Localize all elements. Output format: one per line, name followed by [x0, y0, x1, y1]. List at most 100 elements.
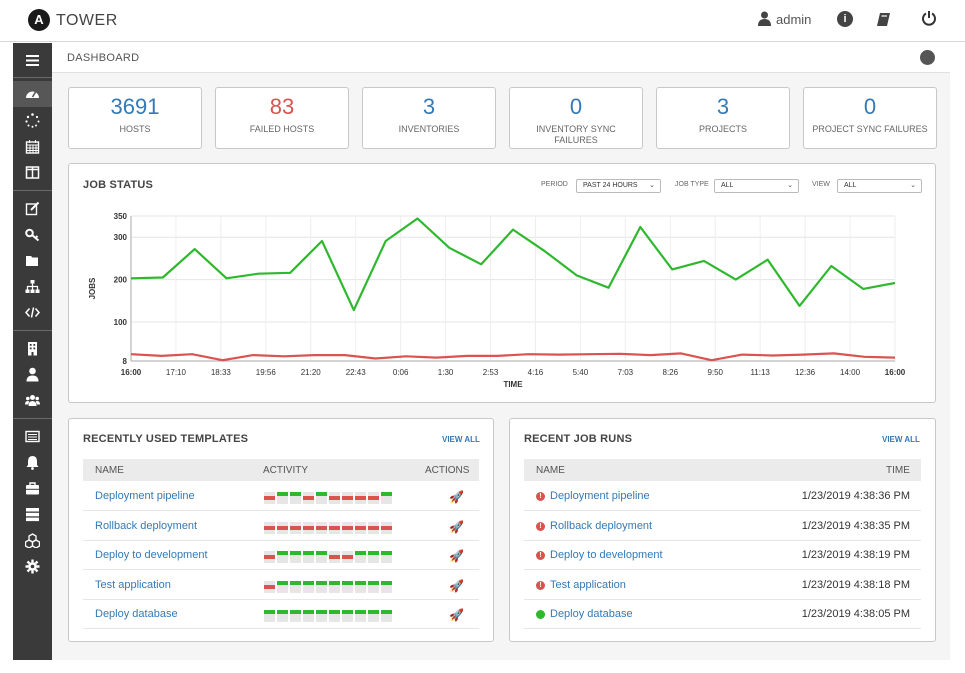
- launch-rocket-icon[interactable]: 🚀: [449, 608, 464, 622]
- job-success-marker[interactable]: [303, 551, 314, 563]
- sidebar-item-dashboard[interactable]: [13, 81, 52, 107]
- job-success-marker[interactable]: [277, 492, 288, 504]
- failed-status-icon[interactable]: !: [536, 521, 545, 531]
- sidebar-item-instance-groups[interactable]: [13, 501, 52, 527]
- sidebar-item-inventories[interactable]: [13, 273, 52, 299]
- template-name-link[interactable]: Test application: [95, 578, 171, 591]
- sidebar-item-organizations[interactable]: [13, 335, 52, 361]
- job-success-marker[interactable]: [303, 580, 314, 593]
- failed-status-icon[interactable]: !: [536, 551, 545, 560]
- sidebar-item-teams[interactable]: [13, 387, 52, 413]
- job-success-marker[interactable]: [381, 492, 392, 504]
- job-failed-marker[interactable]: [368, 492, 379, 504]
- job-failed-marker[interactable]: [355, 521, 366, 534]
- sidebar-item-schedules[interactable]: [13, 133, 52, 159]
- job-type-select[interactable]: ALL ⌄: [714, 179, 799, 193]
- job-failed-marker[interactable]: [381, 521, 392, 534]
- failed-status-icon[interactable]: !: [536, 492, 545, 501]
- template-name-link[interactable]: Deploy to development: [95, 549, 208, 561]
- job-success-marker[interactable]: [290, 551, 301, 563]
- name-header[interactable]: NAME: [536, 465, 565, 476]
- job-success-marker[interactable]: [277, 580, 288, 593]
- sidebar-item-inventory-scripts[interactable]: [13, 299, 52, 325]
- sidebar-item-users[interactable]: [13, 361, 52, 387]
- job-name-link[interactable]: Rollback deployment: [550, 519, 653, 532]
- job-name-link[interactable]: Deploy to development: [550, 549, 663, 561]
- sidebar-item-jobs[interactable]: [13, 107, 52, 133]
- job-success-marker[interactable]: [290, 492, 301, 504]
- job-success-marker[interactable]: [316, 580, 327, 593]
- sidebar-item-projects[interactable]: [13, 247, 52, 273]
- success-status-icon[interactable]: [536, 610, 545, 619]
- job-failed-marker[interactable]: [264, 551, 275, 563]
- job-success-marker[interactable]: [342, 610, 353, 622]
- job-failed-marker[interactable]: [303, 521, 314, 534]
- view-select[interactable]: ALL ⌄: [837, 179, 922, 193]
- launch-rocket-icon[interactable]: 🚀: [449, 519, 464, 534]
- job-failed-marker[interactable]: [368, 521, 379, 534]
- sidebar-item-my-view[interactable]: [13, 159, 52, 185]
- template-name-link[interactable]: Deploy database: [95, 608, 178, 620]
- job-failed-marker[interactable]: [264, 521, 275, 534]
- job-success-marker[interactable]: [303, 610, 314, 622]
- launch-rocket-icon[interactable]: 🚀: [449, 490, 464, 504]
- template-name-link[interactable]: Rollback deployment: [95, 519, 198, 532]
- job-success-marker[interactable]: [316, 492, 327, 504]
- job-failed-marker[interactable]: [316, 521, 327, 534]
- sidebar-item-templates[interactable]: [13, 195, 52, 221]
- job-success-marker[interactable]: [342, 580, 353, 593]
- info-icon[interactable]: i: [837, 11, 853, 27]
- job-failed-marker[interactable]: [342, 551, 353, 563]
- period-select[interactable]: PAST 24 HOURS ⌄: [576, 179, 661, 193]
- activity-stream-icon[interactable]: [920, 50, 935, 65]
- projects-card[interactable]: 3 PROJECTS: [656, 87, 790, 149]
- time-header[interactable]: TIME: [886, 465, 910, 476]
- project-sync-failures-card[interactable]: 0 PROJECT SYNC FAILURES: [803, 87, 937, 149]
- job-success-marker[interactable]: [355, 610, 366, 622]
- job-failed-marker[interactable]: [290, 521, 301, 534]
- templates-view-all-link[interactable]: VIEW ALL: [442, 435, 480, 444]
- sidebar-item-notifications[interactable]: [13, 449, 52, 475]
- failed-status-icon[interactable]: !: [536, 580, 545, 590]
- job-success-marker[interactable]: [329, 580, 340, 593]
- job-success-marker[interactable]: [368, 610, 379, 622]
- menu-toggle-icon[interactable]: [13, 47, 52, 73]
- launch-rocket-icon[interactable]: 🚀: [449, 578, 464, 593]
- user-menu[interactable]: admin: [758, 11, 811, 27]
- job-success-marker[interactable]: [355, 551, 366, 563]
- power-icon[interactable]: [921, 10, 937, 26]
- job-failed-marker[interactable]: [342, 492, 353, 504]
- job-success-marker[interactable]: [368, 551, 379, 563]
- job-success-marker[interactable]: [277, 551, 288, 563]
- inventory-sync-failures-card[interactable]: 0 INVENTORY SYNC FAILURES: [509, 87, 643, 149]
- brand-name[interactable]: TOWER: [56, 12, 118, 29]
- job-success-marker[interactable]: [290, 580, 301, 593]
- job-success-marker[interactable]: [329, 610, 340, 622]
- sidebar-item-credential-types[interactable]: [13, 423, 52, 449]
- failed-hosts-card[interactable]: 83 FAILED HOSTS: [215, 87, 349, 149]
- template-name-link[interactable]: Deployment pipeline: [95, 490, 195, 502]
- job-success-marker[interactable]: [355, 580, 366, 593]
- hosts-card[interactable]: 3691 HOSTS: [68, 87, 202, 149]
- job-name-link[interactable]: Deployment pipeline: [550, 490, 650, 502]
- job-success-marker[interactable]: [290, 610, 301, 622]
- job-name-link[interactable]: Test application: [550, 578, 626, 591]
- job-failed-marker[interactable]: [329, 551, 340, 563]
- job-failed-marker[interactable]: [277, 521, 288, 534]
- job-failed-marker[interactable]: [264, 580, 275, 593]
- job-failed-marker[interactable]: [342, 521, 353, 534]
- job-failed-marker[interactable]: [303, 492, 314, 504]
- job-failed-marker[interactable]: [329, 521, 340, 534]
- job-success-marker[interactable]: [368, 580, 379, 593]
- job-failed-marker[interactable]: [355, 492, 366, 504]
- job-failed-marker[interactable]: [329, 492, 340, 504]
- launch-rocket-icon[interactable]: 🚀: [449, 549, 464, 563]
- ansible-logo[interactable]: A: [28, 9, 50, 31]
- job-success-marker[interactable]: [264, 610, 275, 622]
- book-icon[interactable]: [877, 12, 891, 27]
- job-success-marker[interactable]: [316, 610, 327, 622]
- job-failed-marker[interactable]: [264, 492, 275, 504]
- job-success-marker[interactable]: [277, 610, 288, 622]
- job-name-link[interactable]: Deploy database: [550, 608, 633, 620]
- name-header[interactable]: NAME: [95, 465, 124, 476]
